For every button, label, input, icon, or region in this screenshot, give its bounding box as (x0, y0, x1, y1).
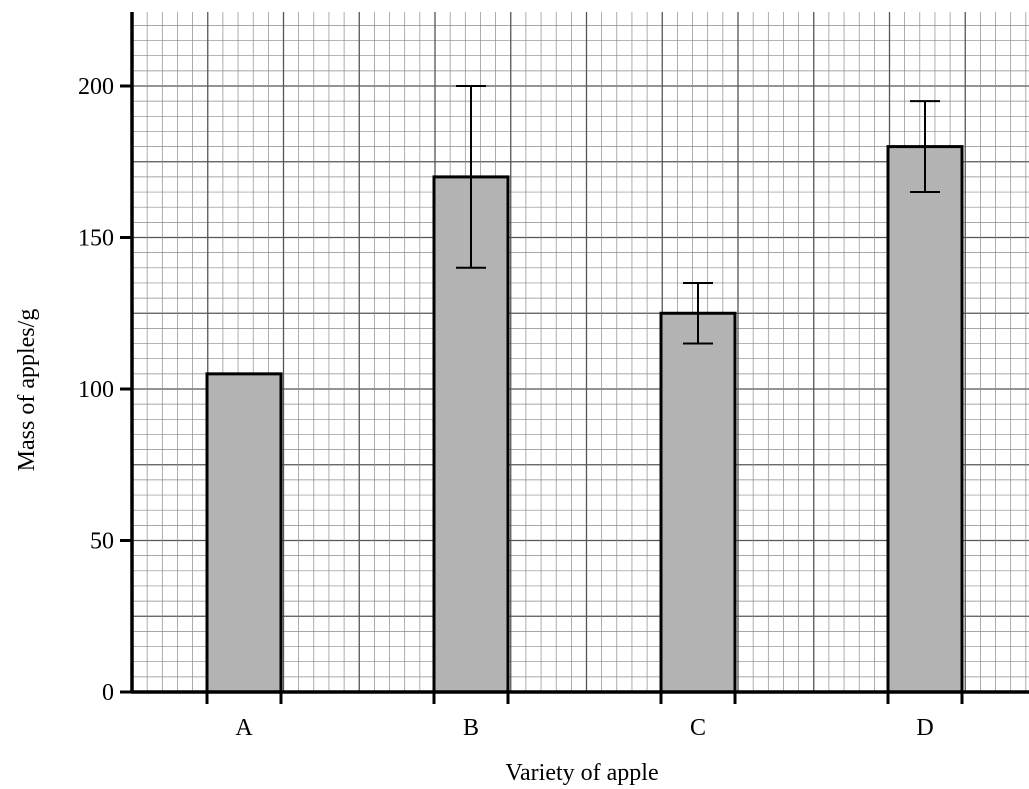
x-tick-label-A: A (235, 715, 253, 741)
y-tick-label: 100 (78, 377, 114, 403)
x-tick-label-B: B (463, 715, 479, 741)
bar-C (659, 311, 737, 694)
axes (120, 12, 1029, 704)
error-bar-C (683, 281, 713, 345)
error-bars (456, 85, 940, 345)
y-axis-title: Mass of apples/g (14, 309, 40, 472)
y-tick-label: 150 (78, 226, 114, 252)
y-tick-label: 200 (78, 74, 114, 100)
error-bar-B (456, 85, 486, 269)
y-tick-label: 50 (90, 529, 114, 555)
y-tick-label: 0 (102, 680, 114, 706)
tick-labels: 0 50 100 150 200 A B C D (78, 74, 934, 741)
x-tick-label-D: D (916, 715, 933, 741)
bar-A (205, 372, 283, 694)
x-axis-title: Variety of apple (505, 760, 658, 786)
bar-D (886, 145, 964, 694)
x-tick-label-C: C (690, 715, 706, 741)
error-bar-D (910, 100, 940, 194)
bars (205, 145, 964, 694)
